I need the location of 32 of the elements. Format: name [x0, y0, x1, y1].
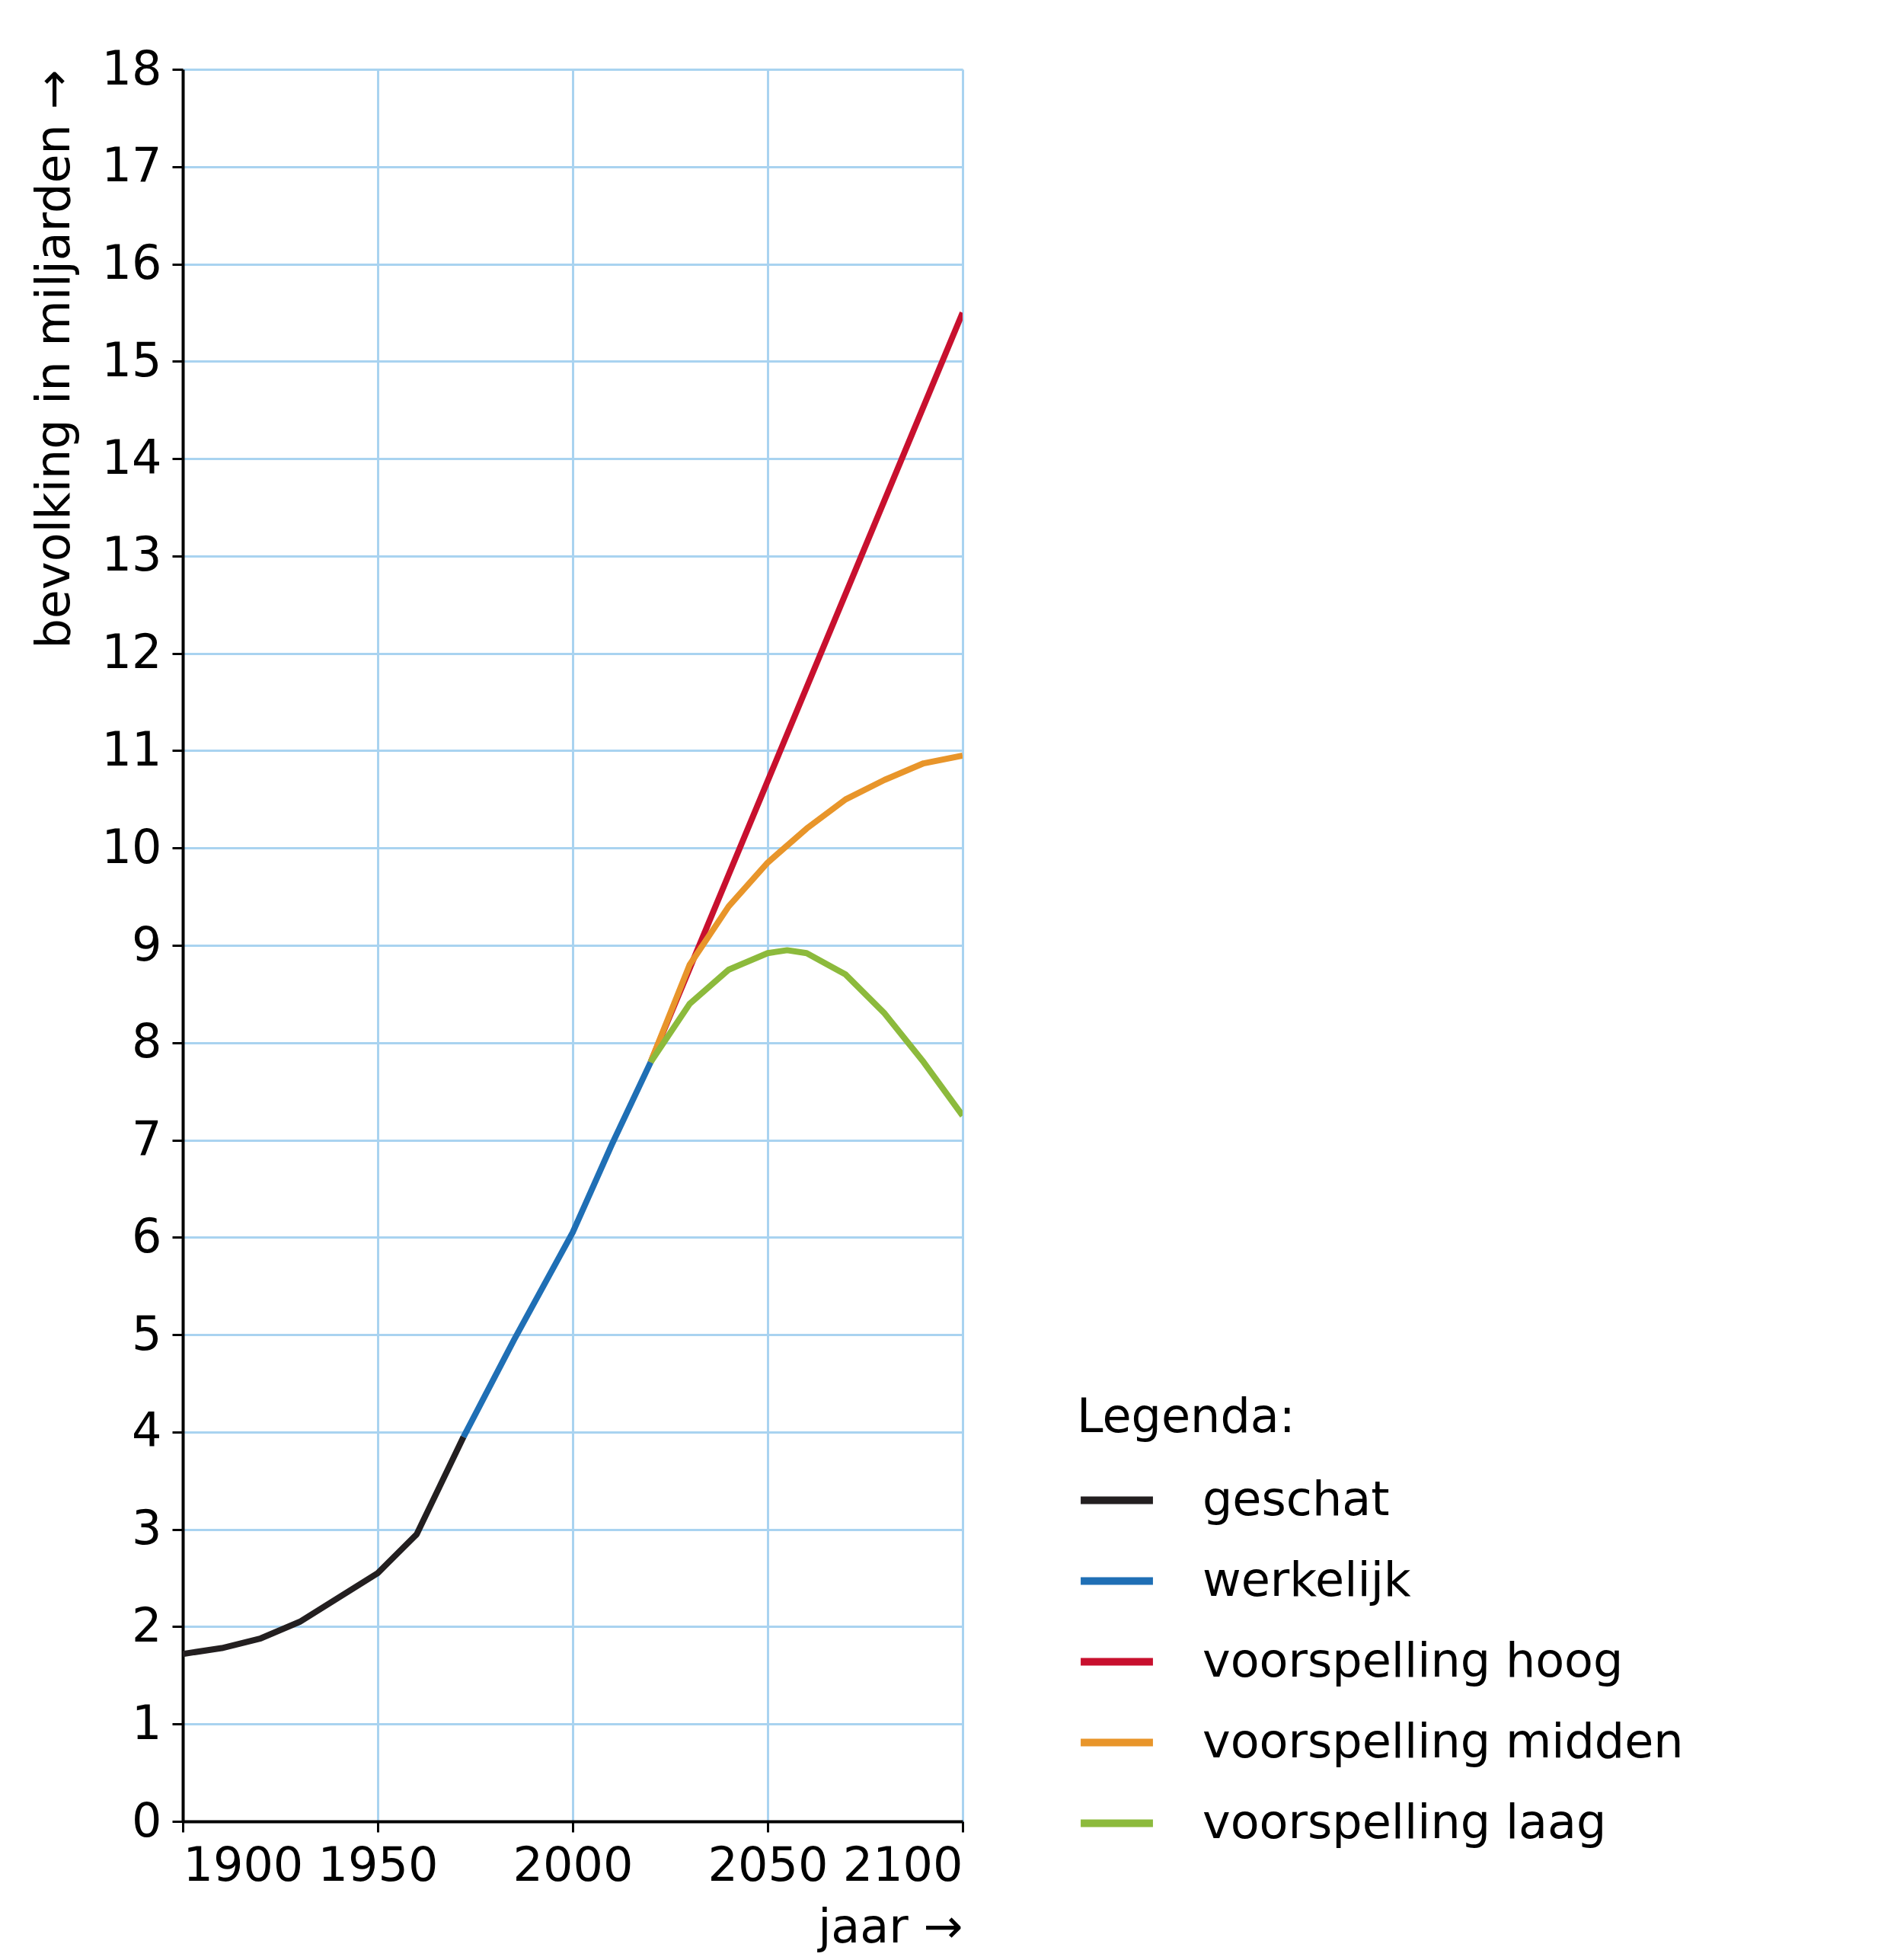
y-tick-label: 2	[132, 1597, 162, 1653]
y-tick-label: 3	[132, 1500, 162, 1556]
y-tick-label: 0	[132, 1792, 162, 1848]
y-axis-title: bevolking in miljarden →	[24, 69, 81, 649]
x-tick-label: 2100	[842, 1836, 963, 1892]
y-tick-label: 10	[101, 818, 162, 874]
y-tick-label: 14	[101, 429, 162, 485]
y-tick-label: 7	[132, 1111, 162, 1167]
legend-label: voorspelling hoog	[1202, 1632, 1624, 1688]
x-tick-label: 2000	[513, 1836, 634, 1892]
y-tick-label: 1	[132, 1694, 162, 1751]
x-tick-label: 2050	[707, 1836, 829, 1892]
x-tick-label: 1900	[183, 1836, 304, 1892]
y-tick-label: 15	[101, 331, 162, 388]
y-tick-label: 16	[101, 235, 162, 291]
legend-label: voorspelling midden	[1202, 1712, 1684, 1769]
y-tick-label: 4	[132, 1402, 162, 1459]
legend-label: voorspelling laag	[1202, 1793, 1607, 1850]
y-tick-label: 6	[132, 1207, 162, 1264]
y-tick-label: 9	[132, 916, 162, 972]
legend-title: Legenda:	[1077, 1388, 1295, 1444]
y-tick-label: 5	[132, 1305, 162, 1361]
x-axis-title: jaar →	[816, 1898, 963, 1954]
x-tick-label: 1950	[318, 1836, 439, 1892]
y-tick-label: 17	[101, 137, 162, 193]
y-tick-label: 8	[132, 1013, 162, 1070]
legend-label: werkelijk	[1202, 1551, 1411, 1607]
y-tick-label: 18	[101, 40, 162, 96]
legend-label: geschat	[1202, 1470, 1390, 1527]
y-tick-label: 13	[101, 526, 162, 583]
y-tick-label: 11	[101, 721, 162, 777]
y-tick-label: 12	[101, 624, 162, 680]
